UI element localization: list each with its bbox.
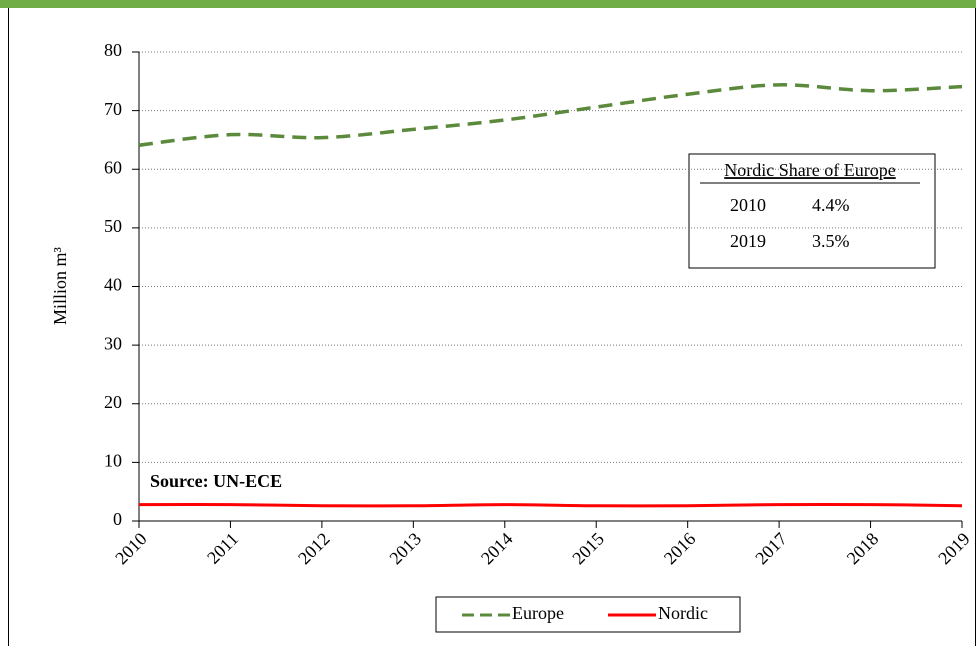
x-tick-label: 2012	[294, 529, 334, 569]
legend-label: Nordic	[658, 603, 708, 623]
y-tick-label: 10	[104, 451, 122, 471]
x-tick-label: 2015	[568, 529, 608, 569]
x-tick-label: 2013	[385, 529, 425, 569]
x-tick-label: 2017	[751, 529, 791, 569]
share-year: 2010	[730, 195, 766, 215]
y-tick-label: 50	[104, 216, 122, 236]
y-tick-label: 0	[113, 509, 122, 529]
x-tick-label: 2014	[477, 529, 517, 569]
share-table-box	[688, 153, 936, 269]
annotation: Source: UN-ECE	[150, 471, 282, 491]
x-tick-label: 2011	[203, 529, 242, 568]
series-line	[138, 83, 963, 147]
y-tick-label: 80	[104, 40, 122, 60]
y-axis-label: Million m³	[50, 246, 70, 325]
x-tick-label: 2018	[843, 529, 883, 569]
y-tick-label: 60	[104, 157, 122, 177]
share-value: 4.4%	[812, 195, 850, 215]
share-year: 2019	[730, 231, 766, 251]
y-tick-label: 70	[104, 99, 122, 119]
y-tick-label: 40	[104, 275, 122, 295]
y-tick-label: 20	[104, 392, 122, 412]
legend: Europe Nordic	[435, 596, 741, 633]
x-tick-label: 2016	[660, 529, 700, 569]
y-tick-label: 30	[104, 333, 122, 353]
x-tick-label: 2019	[934, 529, 974, 569]
series-line	[138, 502, 963, 508]
share-table: Nordic Share of Europe 2010 4.4% 2019 3.…	[688, 153, 936, 269]
header-bar	[0, 0, 976, 8]
share-value: 3.5%	[812, 231, 850, 251]
x-tick-label: 2010	[111, 529, 151, 569]
share-table-title: Nordic Share of Europe	[724, 160, 895, 180]
legend-label: Europe	[512, 603, 564, 623]
